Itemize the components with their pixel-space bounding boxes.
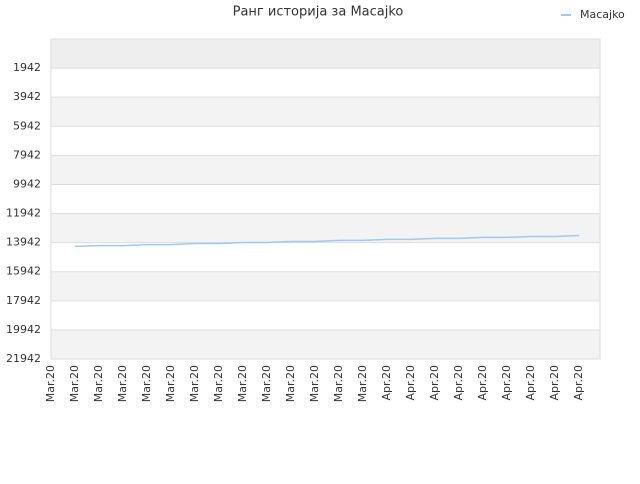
y-tick-label: 17942 — [6, 294, 41, 307]
x-tick-label: Mar.20 — [92, 365, 105, 402]
x-tick-label: Apr.20 — [500, 365, 513, 401]
x-tick-label: Apr.20 — [404, 365, 417, 401]
y-tick-label: 7942 — [13, 148, 41, 161]
y-tick-label: 9942 — [13, 177, 41, 190]
x-tick-label: Mar.20 — [212, 365, 225, 402]
y-tick-label: 5942 — [13, 119, 41, 132]
band — [51, 126, 600, 156]
x-tick-label: Mar.20 — [308, 365, 321, 402]
x-tick-label: Mar.20 — [140, 365, 153, 402]
band — [51, 213, 600, 243]
band — [51, 271, 600, 301]
x-tick-label: Apr.20 — [452, 365, 465, 401]
y-tick-label: 15942 — [6, 265, 41, 278]
x-tick-label: Apr.20 — [572, 365, 585, 401]
y-tick-label: 13942 — [6, 236, 41, 249]
line — [74, 234, 580, 248]
band — [51, 329, 600, 359]
x-tick-label: Apr.20 — [548, 365, 561, 401]
x-tick-label: Apr.20 — [524, 365, 537, 401]
band — [51, 155, 600, 185]
chart-title: Ранг историја за Macajko — [233, 5, 404, 20]
band — [51, 184, 600, 214]
y-tick-label: 11942 — [6, 207, 41, 220]
x-tick-label: Apr.20 — [380, 365, 393, 401]
x-tick-label: Apr.20 — [476, 365, 489, 401]
y-tick-label: 3942 — [13, 90, 41, 103]
band — [51, 68, 600, 98]
x-tick-label: Apr.20 — [428, 365, 441, 401]
x-tick-label: Mar.20 — [68, 365, 81, 402]
x-tick-label: Mar.20 — [356, 365, 369, 402]
x-tick-label: Mar.20 — [284, 365, 297, 402]
y-tick-label: 1942 — [13, 61, 41, 74]
y-tick-label: 21942 — [6, 352, 41, 365]
band — [51, 242, 600, 272]
x-tick-label: Mar.20 — [44, 365, 57, 402]
x-tick-label: Mar.20 — [332, 365, 345, 402]
band — [51, 97, 600, 127]
x-tick-label: Mar.20 — [260, 365, 273, 402]
band — [51, 300, 600, 330]
band — [51, 39, 600, 69]
x-tick-label: Mar.20 — [116, 365, 129, 402]
x-tick-label: Mar.20 — [236, 365, 249, 402]
x-tick-label: Mar.20 — [164, 365, 177, 402]
y-tick-label: 19942 — [6, 323, 41, 336]
x-tick-label: Mar.20 — [188, 365, 201, 402]
legend-label: Macajko — [580, 8, 625, 21]
